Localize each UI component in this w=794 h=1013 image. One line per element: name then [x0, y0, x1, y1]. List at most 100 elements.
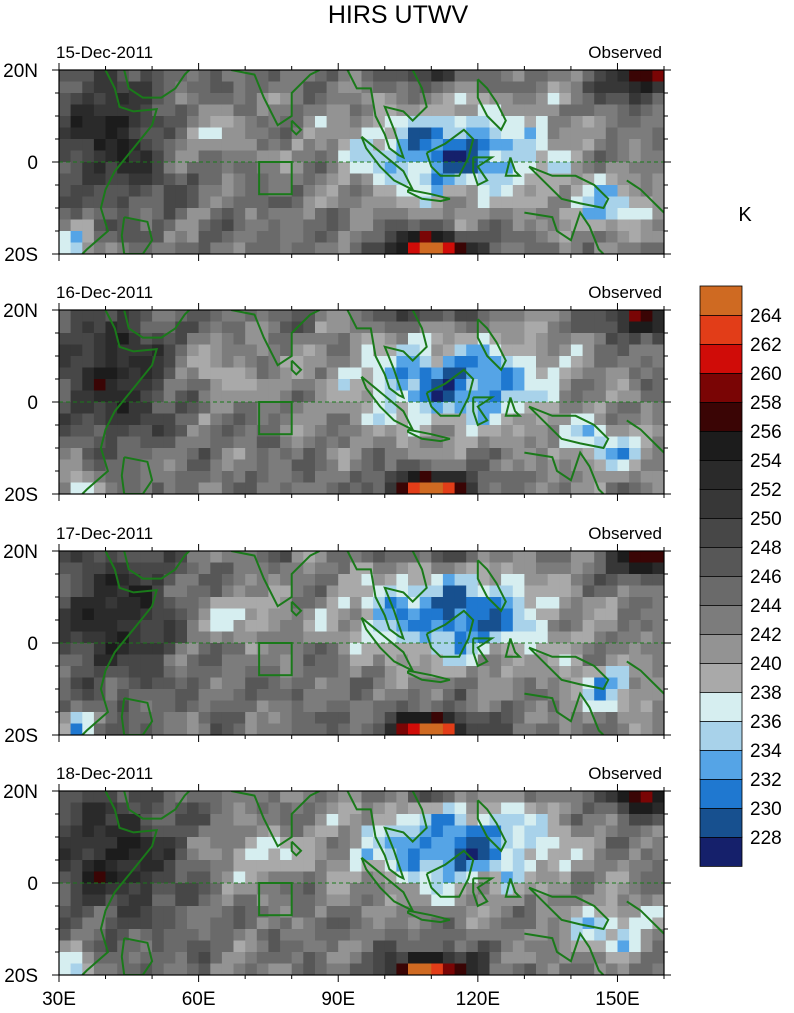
contour-cell: [152, 448, 165, 461]
contour-cell: [280, 242, 293, 254]
contour-cell: [221, 802, 235, 815]
contour-cell: [501, 208, 514, 221]
contour-cell: [652, 574, 664, 587]
contour-cell: [117, 231, 130, 244]
contour-cell: [315, 436, 328, 449]
contour-cell: [93, 620, 107, 633]
contour-cell: [163, 219, 176, 232]
x-tick-label: 30E: [42, 989, 76, 1010]
contour-cell: [559, 597, 572, 610]
contour-cell: [489, 310, 502, 323]
contour-cell: [210, 379, 223, 392]
contour-cell: [396, 333, 409, 346]
contour-cell: [501, 425, 514, 438]
contour-cell: [152, 208, 165, 221]
contour-cell: [59, 344, 72, 357]
contour-cell: [373, 791, 386, 804]
contour-cell: [291, 231, 304, 244]
contour-cell: [466, 689, 479, 702]
contour-cell: [221, 173, 235, 186]
contour-cell: [501, 242, 514, 254]
contour-cell: [128, 196, 141, 209]
contour-cell: [70, 402, 83, 415]
contour-cell: [233, 413, 246, 426]
contour-cell: [326, 379, 339, 392]
contour-cell: [245, 127, 258, 140]
contour-cell: [198, 185, 211, 198]
contour-cell: [326, 196, 339, 209]
contour-cell: [140, 883, 153, 896]
contour-cell: [198, 551, 211, 564]
contour-cell: [617, 185, 630, 198]
contour-cell: [198, 242, 211, 254]
contour-cell: [338, 940, 351, 953]
contour-cell: [187, 231, 200, 244]
contour-cell: [419, 459, 432, 472]
contour-cell: [233, 848, 246, 861]
contour-cell: [152, 425, 165, 438]
contour-cell: [268, 367, 281, 380]
contour-cell: [233, 894, 246, 907]
contour-cell: [501, 723, 514, 735]
contour-cell: [187, 825, 200, 838]
contour-cell: [280, 150, 293, 163]
contour-cell: [640, 654, 653, 667]
contour-cell: [128, 940, 141, 953]
contour-cell: [128, 242, 141, 254]
contour-cell: [175, 344, 188, 357]
contour-cell: [512, 356, 525, 369]
contour-cell: [617, 356, 630, 369]
contour-cell: [210, 356, 223, 369]
contour-cell: [617, 196, 630, 209]
contour-cell: [373, 81, 386, 94]
contour-cell: [594, 219, 607, 232]
contour-cell: [396, 597, 409, 610]
contour-cell: [617, 242, 630, 254]
contour-cell: [582, 551, 595, 564]
contour-cell: [117, 127, 130, 140]
contour-cell: [617, 620, 630, 633]
contour-cell: [640, 448, 653, 461]
contour-cell: [408, 436, 421, 449]
contour-cell: [605, 871, 618, 884]
contour-cell: [454, 871, 467, 884]
contour-cell: [175, 333, 188, 346]
contour-cell: [303, 837, 316, 850]
contour-cell: [303, 620, 316, 633]
contour-cell: [419, 208, 432, 221]
contour-cell: [652, 871, 664, 884]
contour-cell: [303, 940, 316, 953]
contour-cell: [233, 367, 246, 380]
contour-cell: [640, 712, 653, 725]
contour-cell: [384, 219, 397, 232]
contour-cell: [536, 963, 549, 975]
contour-cell: [501, 321, 514, 334]
contour-cell: [338, 952, 351, 965]
contour-cell: [629, 952, 642, 965]
contour-cell: [338, 93, 351, 106]
contour-cell: [640, 116, 653, 129]
contour-cell: [489, 242, 502, 254]
coastline: [81, 791, 159, 975]
contour-cell: [442, 402, 456, 415]
contour-cell: [536, 562, 549, 575]
contour-cell: [303, 139, 316, 152]
contour-cell: [82, 814, 95, 827]
contour-cell: [408, 321, 421, 334]
contour-cell: [442, 723, 456, 735]
contour-cell: [152, 81, 165, 94]
contour-cell: [291, 952, 304, 965]
y-tick-label: 20N: [3, 61, 38, 82]
contour-cell: [605, 321, 618, 334]
contour-cell: [652, 894, 664, 907]
contour-cell: [338, 643, 351, 656]
contour-cell: [268, 940, 281, 953]
contour-cell: [629, 791, 642, 804]
contour-cell: [570, 367, 584, 380]
contour-cell: [408, 723, 421, 735]
contour-cell: [210, 459, 223, 472]
contour-cell: [163, 871, 176, 884]
contour-cell: [582, 162, 595, 175]
contour-cell: [210, 620, 223, 633]
contour-cell: [233, 333, 246, 346]
